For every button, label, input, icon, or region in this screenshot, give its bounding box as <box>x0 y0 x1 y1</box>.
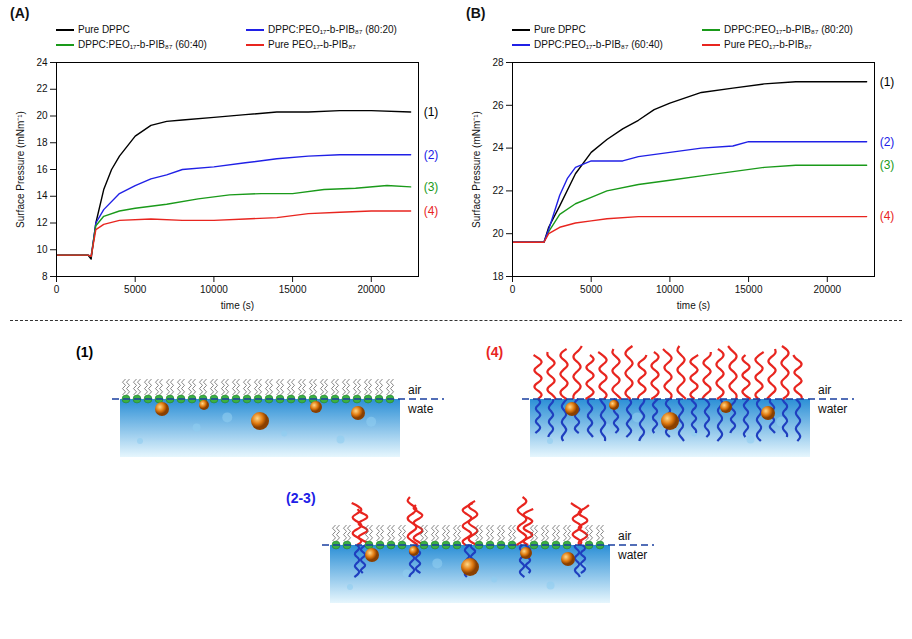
svg-text:air: air <box>818 383 831 397</box>
svg-text:air: air <box>618 529 631 543</box>
svg-text:16: 16 <box>36 164 48 175</box>
svg-text:Surface Pressure (mNm⁻¹): Surface Pressure (mNm⁻¹) <box>15 111 26 228</box>
svg-text:20: 20 <box>36 110 48 121</box>
svg-text:(2): (2) <box>424 148 439 162</box>
svg-text:14: 14 <box>36 190 48 201</box>
svg-text:10: 10 <box>36 244 48 255</box>
svg-text:8: 8 <box>42 271 48 282</box>
svg-text:20000: 20000 <box>357 284 385 295</box>
svg-text:18: 18 <box>492 271 504 282</box>
svg-text:22: 22 <box>492 185 504 196</box>
svg-text:water: water <box>617 548 647 562</box>
svg-text:0: 0 <box>54 284 60 295</box>
svg-text:15000: 15000 <box>735 284 763 295</box>
html-text:Pure DPPC: Pure DPPC <box>534 24 586 35</box>
svg-text:0: 0 <box>510 284 516 295</box>
svg-text:24: 24 <box>492 142 504 153</box>
svg-text:26: 26 <box>492 100 504 111</box>
svg-text:time (s): time (s) <box>677 300 710 311</box>
html-text:Pure PEO₁₇-b-PIB₈₇: Pure PEO₁₇-b-PIB₈₇ <box>268 39 356 50</box>
html-text:DPPC:PEO₁₇-b-PIB₈₇ (80:20): DPPC:PEO₁₇-b-PIB₈₇ (80:20) <box>268 24 397 35</box>
svg-text:22: 22 <box>36 83 48 94</box>
svg-text:Surface Pressure (mNm⁻¹): Surface Pressure (mNm⁻¹) <box>471 111 482 228</box>
html-text:(B): (B) <box>466 5 486 21</box>
svg-text:20000: 20000 <box>813 284 841 295</box>
svg-text:(4): (4) <box>486 344 503 360</box>
svg-text:15000: 15000 <box>279 284 307 295</box>
svg-text:24: 24 <box>36 57 48 68</box>
svg-text:air: air <box>408 383 421 397</box>
svg-text:(3): (3) <box>880 158 895 172</box>
html-text:DPPC:PEO₁₇-b-PIB₈₇ (60:40): DPPC:PEO₁₇-b-PIB₈₇ (60:40) <box>534 39 663 50</box>
svg-text:wate: wate <box>407 402 434 416</box>
html-text:(A): (A) <box>10 5 30 21</box>
svg-text:10000: 10000 <box>200 284 228 295</box>
svg-text:(1): (1) <box>880 75 895 89</box>
svg-text:(2): (2) <box>880 135 895 149</box>
svg-text:(1): (1) <box>424 105 439 119</box>
html-text:DPPC:PEO₁₇-b-PIB₈₇ (60:40): DPPC:PEO₁₇-b-PIB₈₇ (60:40) <box>78 39 207 50</box>
html-text:Pure DPPC: Pure DPPC <box>78 24 130 35</box>
svg-text:28: 28 <box>492 57 504 68</box>
svg-text:18: 18 <box>36 137 48 148</box>
svg-text:(1): (1) <box>76 344 93 360</box>
svg-text:(4): (4) <box>424 204 439 218</box>
html-text:DPPC:PEO₁₇-b-PIB₈₇ (80:20): DPPC:PEO₁₇-b-PIB₈₇ (80:20) <box>724 24 853 35</box>
svg-text:5000: 5000 <box>124 284 147 295</box>
html-text:Pure PEO₁₇-b-PIB₈₇: Pure PEO₁₇-b-PIB₈₇ <box>724 39 812 50</box>
svg-text:(3): (3) <box>424 180 439 194</box>
svg-text:5000: 5000 <box>580 284 603 295</box>
svg-text:time (s): time (s) <box>221 300 254 311</box>
svg-text:(4): (4) <box>880 209 895 223</box>
svg-text:water: water <box>817 402 847 416</box>
svg-text:(2-3): (2-3) <box>286 490 316 506</box>
svg-text:20: 20 <box>492 228 504 239</box>
svg-text:10000: 10000 <box>656 284 684 295</box>
svg-text:12: 12 <box>36 217 48 228</box>
